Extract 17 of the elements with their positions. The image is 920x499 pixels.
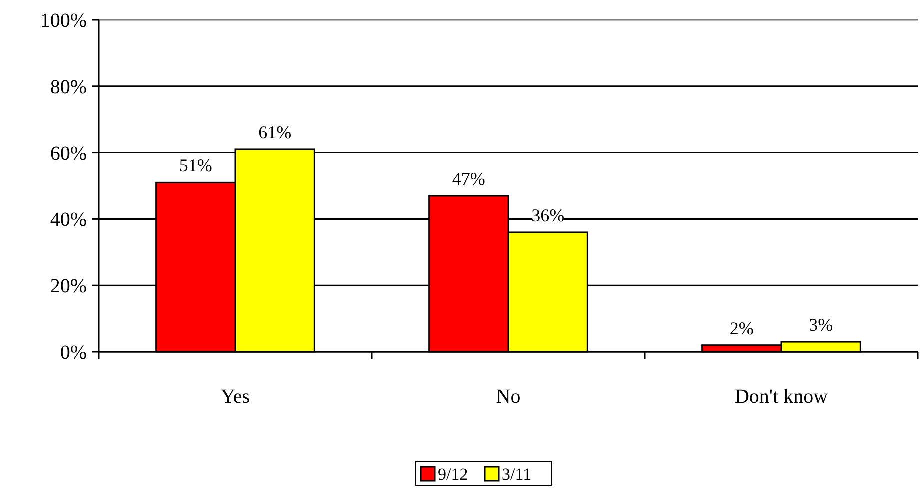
data-label: 3% <box>809 315 834 336</box>
x-tick-label: Don't know <box>734 386 829 408</box>
y-tick-label: 0% <box>60 342 87 364</box>
data-label: 61% <box>258 122 292 142</box>
y-tick-label: 40% <box>50 209 87 232</box>
data-label: 47% <box>452 168 486 189</box>
y-tick-label: 60% <box>50 142 87 165</box>
legend-label: 3/11 <box>502 465 532 484</box>
data-label: 51% <box>179 156 212 176</box>
data-label: 36% <box>532 205 565 226</box>
x-tick-label: Yes <box>220 386 250 408</box>
legend-label: 9/12 <box>438 465 468 484</box>
y-tick-label: 80% <box>50 76 87 98</box>
y-tick-label: 20% <box>50 276 87 298</box>
y-tick-label: 100% <box>40 10 87 32</box>
data-label: 2% <box>730 318 754 338</box>
x-tick-label: No <box>496 386 521 408</box>
